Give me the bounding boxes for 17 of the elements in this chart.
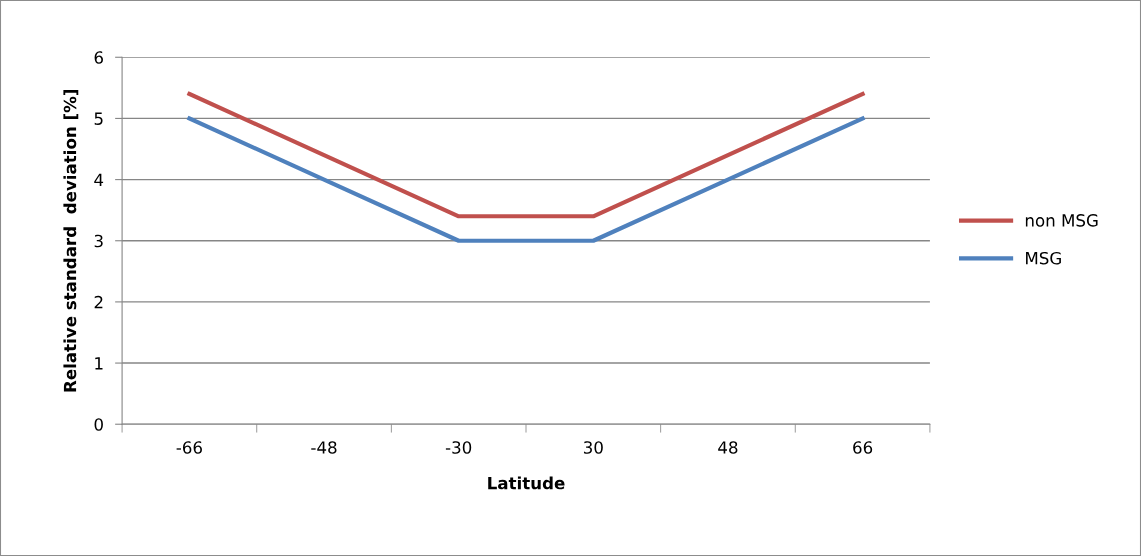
y-tick-label: 5 bbox=[94, 112, 103, 125]
x-tick-label: -30 bbox=[445, 441, 472, 454]
legend-label: non MSG bbox=[1025, 214, 1098, 227]
y-tick-label: 2 bbox=[94, 295, 103, 309]
y-tick-label: 6 bbox=[94, 51, 103, 64]
x-axis-title: Latitude bbox=[488, 476, 565, 490]
x-tick-label: -66 bbox=[176, 441, 202, 454]
x-tick-label: 48 bbox=[718, 441, 738, 454]
legend-label: MSG bbox=[1026, 251, 1061, 265]
y-tick-label: 1 bbox=[95, 357, 103, 370]
y-tick-label: 3 bbox=[94, 234, 103, 248]
y-axis-title: Relative standard deviation [%] bbox=[63, 89, 79, 392]
x-tick-label: 66 bbox=[853, 441, 873, 454]
y-tick-label: 4 bbox=[94, 173, 104, 186]
x-tick-label: -48 bbox=[311, 441, 337, 454]
y-tick-label: 0 bbox=[94, 418, 103, 431]
x-tick-label: 30 bbox=[583, 441, 603, 454]
